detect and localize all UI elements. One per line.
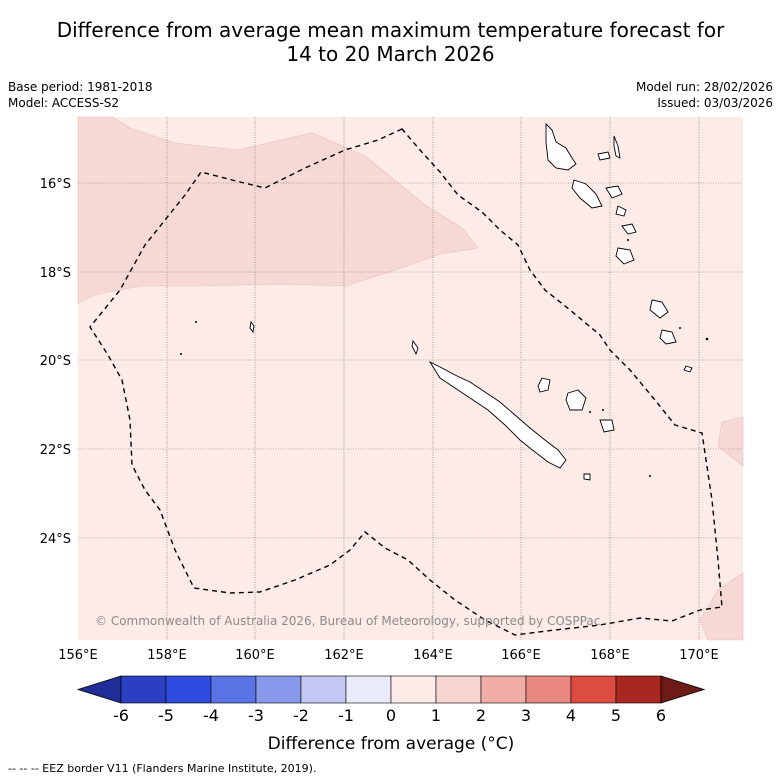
colorbar-label: Difference from average (°C) — [268, 734, 515, 754]
island-epi — [615, 205, 627, 217]
colorbar-bin — [255, 675, 302, 704]
chart-title-line2: 14 to 20 March 2026 — [286, 42, 495, 66]
colorbar-tick-label: -3 — [248, 706, 264, 725]
colorbar-bin — [210, 675, 257, 704]
eez-border — [89, 128, 723, 636]
meta-left: Base period: 1981-2018 Model: ACCESS-S2 — [8, 79, 153, 111]
colorbar-bin — [570, 675, 617, 704]
island-ouvea — [537, 377, 551, 393]
anomaly-region-east — [717, 416, 744, 467]
island-ambae — [597, 151, 611, 161]
island-new-caledonia — [428, 360, 567, 469]
colorbar-tick-label: 0 — [386, 706, 396, 725]
lon-label: 162°E — [324, 648, 364, 663]
colorbar-tick-label: -6 — [113, 706, 129, 725]
anomaly-region-southeast — [699, 572, 744, 641]
island-bellona — [249, 320, 255, 334]
colorbar-bin — [345, 675, 392, 704]
colorbar-tick-label: -5 — [158, 706, 174, 725]
island-loyalty-east — [649, 299, 669, 319]
lat-label: 20°S — [40, 354, 71, 369]
island-belep — [411, 339, 419, 356]
lon-label: 170°E — [679, 648, 719, 663]
island-efate — [621, 223, 637, 235]
colorbar-tick-label: 3 — [521, 706, 531, 725]
lat-label: 18°S — [40, 266, 71, 281]
lon-labels: 156°E 158°E 160°E 162°E 164°E 166°E 168°… — [58, 648, 719, 663]
island-isle-of-pines — [583, 473, 591, 481]
colorbar-tick-label: 1 — [431, 706, 441, 725]
island-pentecost — [613, 135, 621, 159]
colorbar-tick-label: 2 — [476, 706, 486, 725]
anomaly-region-northwest — [77, 116, 479, 304]
island-ambrym — [605, 185, 623, 199]
colorbar-bin — [615, 675, 662, 704]
landmasses — [249, 122, 693, 481]
model-name: Model: ACCESS-S2 — [8, 96, 120, 110]
colorbar-extend-high — [660, 675, 706, 704]
colorbar-bin — [480, 675, 527, 704]
colorbar-ticks: -6 -5 -4 -3 -2 -1 0 1 2 3 4 5 6 — [113, 706, 666, 725]
island-malekula — [571, 179, 603, 209]
colorbar-tick-label: -1 — [338, 706, 354, 725]
island-lifou — [565, 389, 587, 411]
colorbar-bin — [165, 675, 212, 704]
colorbar-tick-label: -2 — [293, 706, 309, 725]
colorbar-bin — [390, 675, 437, 704]
island-walpole — [659, 329, 677, 345]
copyright-text: © Commonwealth of Australia 2026, Bureau… — [95, 614, 600, 628]
lon-label: 160°E — [235, 648, 275, 663]
eez-legend-note: -- -- -- EEZ border V11 (Flanders Marine… — [8, 762, 317, 775]
island-mare — [599, 419, 615, 433]
colorbar-tick-label: 4 — [566, 706, 576, 725]
chart-title: Difference from average mean maximum tem… — [0, 18, 781, 66]
island-erromango — [615, 247, 635, 265]
lat-label: 16°S — [40, 177, 71, 192]
colorbar-bin — [120, 675, 167, 704]
chart-title-line1: Difference from average mean maximum tem… — [56, 18, 725, 42]
colorbar-bin — [525, 675, 572, 704]
colorbar-tick-label: 5 — [611, 706, 621, 725]
island-espiritu-santo — [545, 122, 577, 171]
lon-label: 166°E — [501, 648, 541, 663]
gridlines — [78, 117, 743, 640]
lon-label: 168°E — [590, 648, 630, 663]
colorbar-tick-label: -4 — [203, 706, 219, 725]
lon-label: 164°E — [413, 648, 453, 663]
meta-right: Model run: 28/02/2026 Issued: 03/03/2026 — [636, 79, 773, 111]
colorbar-bin — [300, 675, 347, 704]
small-islets — [180, 239, 709, 477]
model-run: Model run: 28/02/2026 — [635, 80, 773, 94]
lat-label: 24°S — [40, 532, 71, 547]
base-period: Base period: 1981-2018 — [8, 80, 153, 94]
lon-label: 156°E — [58, 648, 98, 663]
colorbar-extend-low — [76, 675, 122, 704]
island-hunter — [683, 365, 693, 373]
colorbar — [76, 675, 706, 704]
colorbar-tick-label: 6 — [656, 706, 666, 725]
colorbar-bin — [435, 675, 482, 704]
lon-label: 158°E — [147, 648, 187, 663]
lat-label: 22°S — [40, 443, 71, 458]
issued-date: Issued: 03/03/2026 — [657, 96, 773, 110]
lat-labels: 16°S 18°S 20°S 22°S 24°S — [40, 177, 71, 547]
